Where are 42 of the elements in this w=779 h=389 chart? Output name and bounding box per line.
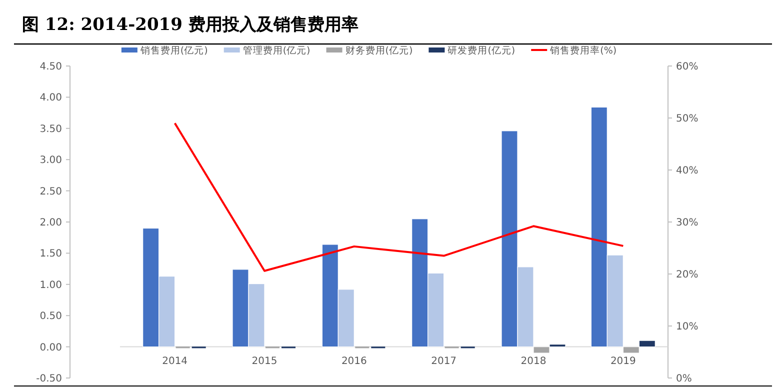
chart-title: 图 12: 2014-2019 费用投入及销售费用率 [22,15,358,35]
bar [322,244,338,348]
y2-tick-label: 20% [676,270,698,280]
y-tick-label: 1.50 [40,248,62,260]
y-tick-label: 0.50 [40,311,62,322]
legend-label: 销售费用率(%) [549,44,617,56]
y2-tick-label: 60% [676,62,698,72]
x-tick-label: 2017 [431,356,457,367]
bar [248,283,265,348]
y-tick-label: 2.00 [40,218,62,228]
y-tick-label: 3.50 [40,124,62,135]
y-tick-label: 3.00 [40,155,62,166]
y-tick-label: 1.00 [40,280,62,291]
x-tick-label: 2016 [341,356,367,367]
bar [232,269,249,348]
y2-tick-label: 50% [676,114,698,124]
bar [517,266,534,348]
bar [606,254,624,348]
x-tick-label: 2018 [520,356,546,367]
y2-tick-label: 10% [676,322,698,332]
bar [412,218,428,348]
x-tick-label: 2014 [162,356,188,367]
bar [142,228,160,348]
x-tick-label: 2015 [252,356,278,367]
y-tick-label: -0.50 [36,374,62,384]
bar [428,272,444,348]
y-tick-label: 4.00 [40,92,62,104]
y2-tick-label: 40% [676,166,698,176]
bar [501,130,518,348]
y2-tick-label: 30% [676,218,698,228]
legend-label: 销售费用(亿元) [139,44,208,56]
y-tick-label: 4.50 [40,62,62,72]
bar [590,106,608,348]
legend-label: 财务费用(亿元) [345,44,413,56]
x-tick-label: 2019 [610,356,636,367]
y-tick-label: 2.50 [40,186,62,198]
y-tick-label: 0.00 [40,342,62,354]
legend-label: 研发费用(亿元) [448,44,516,56]
y2-tick-label: 0% [676,374,692,384]
bar [338,289,354,348]
bar [158,276,176,348]
legend-label: 管理费用(亿元) [242,44,310,56]
